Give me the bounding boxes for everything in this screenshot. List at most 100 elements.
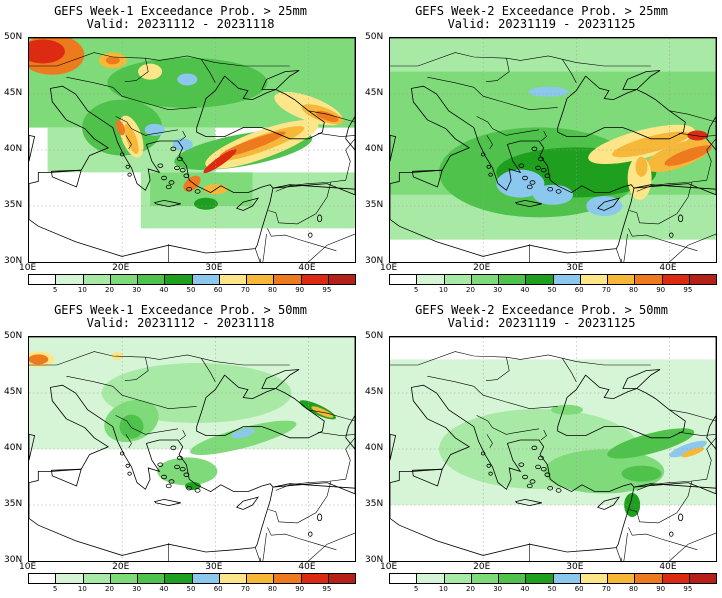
panel-week2-50mm: GEFS Week-2 Exceedance Prob. > 50mm Vali…	[361, 299, 722, 598]
colorbar-swatch	[165, 275, 193, 284]
latitude-label: 35N	[365, 200, 384, 210]
colorbar-swatch	[471, 275, 499, 284]
colorbar-label: 90	[656, 585, 666, 593]
colorbar-label: 70	[601, 585, 611, 593]
colorbar-label: 90	[295, 585, 305, 593]
latitude-label: 30N	[365, 555, 384, 565]
latitude-label: 40N	[365, 144, 384, 154]
colorbar-swatch	[274, 574, 302, 583]
colorbar-swatch	[499, 574, 527, 583]
colorbar-swatch	[635, 574, 663, 583]
colorbar-swatch	[301, 574, 329, 583]
colorbar-label: 5	[413, 585, 419, 593]
panel-valid-dates: Valid: 20231112 - 20231118	[86, 17, 275, 31]
map-area	[28, 37, 356, 263]
colorbar-swatch	[328, 574, 355, 583]
colorbar-swatch	[192, 574, 220, 583]
colorbar-label: 20	[466, 286, 475, 294]
colorbar	[28, 274, 356, 285]
longitude-label: 10E	[380, 263, 398, 273]
colorbar-swatch	[110, 574, 138, 583]
colorbar-swatch	[165, 574, 193, 583]
colorbar-swatch	[247, 275, 275, 284]
colorbar-swatch	[247, 574, 275, 583]
colorbar-label: 5	[52, 286, 58, 294]
longitude-label: 10E	[380, 562, 398, 572]
colorbar-label: 70	[240, 585, 250, 593]
colorbar-label: 10	[77, 585, 87, 593]
panel-valid-dates: Valid: 20231119 - 20231125	[447, 316, 636, 330]
colorbar-swatch	[580, 574, 608, 583]
colorbar-label: 95	[683, 585, 693, 593]
probability-map	[390, 38, 716, 262]
colorbar-label: 80	[629, 585, 638, 593]
colorbar-label: 90	[295, 286, 305, 294]
colorbar-label: 30	[493, 286, 503, 294]
colorbar-swatch	[471, 574, 499, 583]
colorbar-label: 50	[186, 286, 196, 294]
panel-week1-50mm: GEFS Week-1 Exceedance Prob. > 50mm Vali…	[0, 299, 361, 598]
longitude-label: 10E	[19, 562, 37, 572]
colorbar-label: 40	[520, 585, 530, 593]
colorbar-label: 30	[493, 585, 503, 593]
colorbar-swatch	[526, 275, 554, 284]
colorbar-swatch	[56, 574, 84, 583]
panel-week1-25mm: GEFS Week-1 Exceedance Prob. > 25mm Vali…	[0, 0, 361, 299]
colorbar-label: 40	[520, 286, 530, 294]
latitude-label: 35N	[4, 499, 23, 509]
colorbar-swatch	[689, 275, 716, 284]
colorbar-label: 5	[52, 585, 58, 593]
colorbar-swatch	[444, 574, 472, 583]
colorbar	[28, 573, 356, 584]
longitude-label: 20E	[112, 263, 130, 273]
colorbar-label: 5	[413, 286, 419, 294]
colorbar-swatch	[662, 275, 690, 284]
longitude-label: 20E	[473, 562, 491, 572]
colorbar-swatch	[138, 574, 166, 583]
longitude-label: 20E	[473, 263, 491, 273]
colorbar-swatch	[526, 574, 554, 583]
latitude-label: 30N	[4, 256, 23, 266]
longitude-label: 30E	[566, 263, 584, 273]
colorbar-label: 95	[683, 286, 693, 294]
colorbar-swatch	[219, 574, 247, 583]
colorbar-label: 20	[466, 585, 475, 593]
colorbar-swatch	[110, 275, 138, 284]
latitude-label: 50N	[4, 32, 23, 42]
colorbar-swatch	[301, 275, 329, 284]
colorbar-label: 80	[268, 585, 277, 593]
latitude-label: 40N	[365, 443, 384, 453]
probability-map	[29, 337, 355, 561]
colorbar-swatch	[608, 574, 636, 583]
colorbar-swatch	[417, 574, 445, 583]
colorbar-swatch	[417, 275, 445, 284]
probability-map	[390, 337, 716, 561]
colorbar-label: 50	[186, 585, 196, 593]
colorbar-swatch	[138, 275, 166, 284]
longitude-label: 40E	[659, 562, 677, 572]
colorbar-label: 20	[105, 286, 114, 294]
panel-title: GEFS Week-1 Exceedance Prob. > 50mm	[54, 303, 307, 317]
colorbar-swatch	[608, 275, 636, 284]
colorbar-swatch	[274, 275, 302, 284]
longitude-label: 40E	[659, 263, 677, 273]
colorbar-swatch	[444, 275, 472, 284]
longitude-label: 40E	[298, 562, 316, 572]
colorbar-label: 95	[322, 585, 332, 593]
panel-title: GEFS Week-2 Exceedance Prob. > 50mm	[415, 303, 668, 317]
colorbar-swatch	[390, 275, 418, 284]
colorbar-label: 90	[656, 286, 666, 294]
colorbar-swatch	[56, 275, 84, 284]
colorbar-label: 60	[574, 286, 584, 294]
colorbar-swatch	[29, 275, 57, 284]
colorbar-label: 70	[601, 286, 611, 294]
colorbar-label: 10	[438, 585, 448, 593]
colorbar-label: 40	[159, 585, 169, 593]
colorbar	[389, 573, 717, 584]
longitude-label: 30E	[205, 263, 223, 273]
latitude-label: 50N	[365, 331, 384, 341]
longitude-label: 40E	[298, 263, 316, 273]
probability-map	[29, 38, 355, 262]
colorbar-swatch	[328, 275, 355, 284]
colorbar-label: 50	[547, 585, 557, 593]
